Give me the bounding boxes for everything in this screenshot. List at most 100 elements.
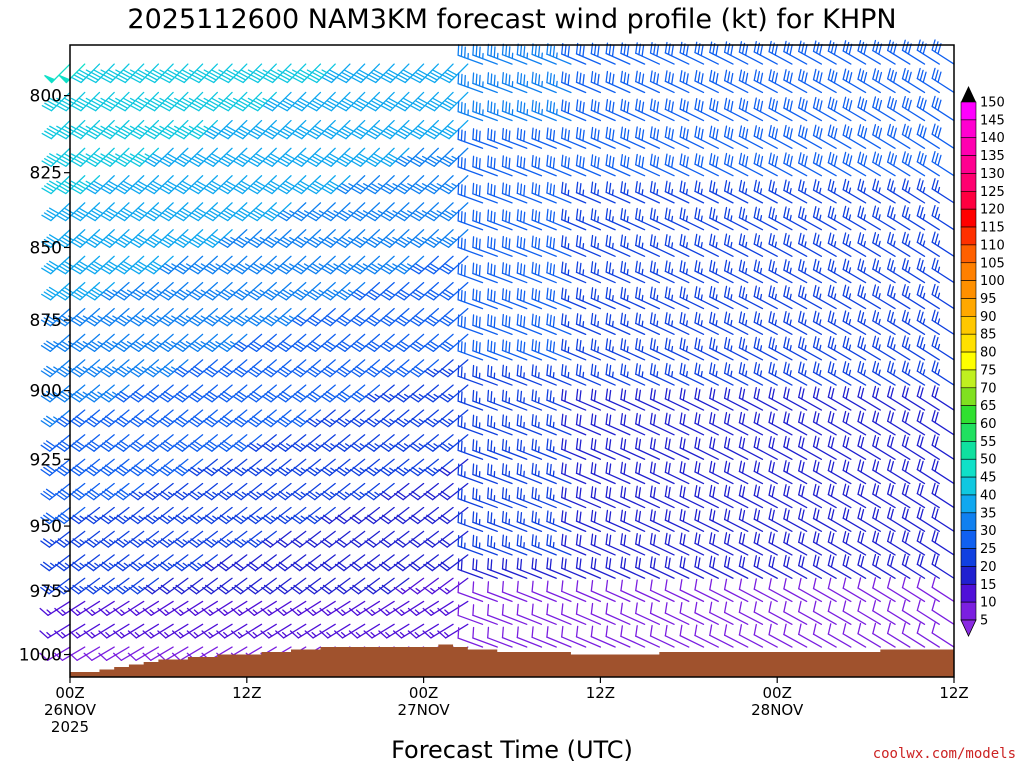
- barb-full-feather: [531, 364, 534, 376]
- barb-shaft: [605, 613, 631, 625]
- barb-full-feather: [605, 338, 609, 350]
- barb-shaft: [387, 577, 410, 595]
- barb-shaft: [91, 646, 115, 661]
- barb-full-feather: [291, 319, 302, 327]
- wind-barb: [336, 91, 366, 112]
- barb-full-feather: [321, 214, 332, 222]
- wind-barb: [189, 63, 218, 84]
- barb-full-feather: [546, 626, 549, 638]
- barb-half-feather: [178, 631, 185, 637]
- barb-shaft: [360, 119, 381, 140]
- barb-full-feather: [306, 293, 317, 301]
- barb-shaft: [487, 375, 513, 386]
- barb-full-feather: [172, 607, 182, 616]
- barb-full-feather: [457, 414, 460, 427]
- barb-full-feather: [575, 438, 579, 450]
- barb-shaft: [501, 138, 528, 149]
- barb-full-feather: [208, 236, 219, 244]
- barb-full-feather: [93, 234, 104, 241]
- wind-barb: [408, 458, 439, 477]
- barb-full-feather: [424, 241, 435, 248]
- barb-full-feather: [323, 317, 334, 325]
- wind-barb: [575, 338, 602, 361]
- barb-full-feather: [623, 314, 627, 326]
- barb-full-feather: [358, 97, 370, 105]
- wind-barb: [546, 154, 572, 177]
- barb-shaft: [78, 384, 101, 403]
- barb-full-feather: [55, 516, 65, 525]
- barb-half-feather: [444, 587, 451, 593]
- barb-full-feather: [246, 468, 257, 477]
- barb-full-feather: [314, 153, 325, 160]
- barb-full-feather: [336, 132, 347, 140]
- wind-barb: [115, 175, 145, 195]
- barb-full-feather: [478, 342, 481, 354]
- barb-full-feather: [163, 365, 175, 373]
- wind-barb: [438, 359, 469, 378]
- barb-shaft: [345, 63, 366, 84]
- wind-barb: [531, 462, 557, 485]
- barb-full-feather: [323, 185, 335, 192]
- barb-full-feather: [487, 581, 490, 593]
- barb-full-feather: [519, 156, 523, 169]
- barb-half-feather: [274, 289, 281, 294]
- wind-barb: [457, 339, 484, 361]
- barb-shaft: [198, 91, 218, 112]
- barb-full-feather: [187, 468, 198, 477]
- wind-barb: [114, 281, 145, 301]
- wind-barb: [173, 175, 204, 195]
- wind-barb: [410, 63, 439, 84]
- wind-barb: [275, 600, 307, 616]
- barb-full-feather: [393, 563, 404, 572]
- barb-full-feather: [367, 291, 378, 299]
- barb-shaft: [546, 399, 572, 411]
- barb-full-feather: [620, 234, 623, 247]
- wind-barb: [172, 623, 204, 639]
- wind-barb: [173, 255, 204, 275]
- barb-half-feather: [203, 97, 210, 102]
- barb-full-feather: [549, 415, 552, 427]
- barb-full-feather: [178, 390, 189, 398]
- barb-full-feather: [546, 154, 549, 167]
- barb-full-feather: [296, 262, 308, 270]
- barb-full-feather: [128, 468, 139, 477]
- barb-full-feather: [196, 153, 207, 160]
- barb-shaft: [447, 359, 469, 378]
- barb-full-feather: [440, 490, 451, 499]
- barb-full-feather: [353, 158, 364, 165]
- barb-full-feather: [438, 444, 449, 452]
- barb-full-feather: [649, 180, 653, 193]
- barb-shaft: [62, 600, 86, 616]
- barb-full-feather: [100, 105, 112, 112]
- barb-shaft: [531, 82, 557, 94]
- wind-barb: [501, 313, 528, 335]
- barb-shaft: [80, 91, 101, 112]
- barb-full-feather: [290, 540, 301, 548]
- barb-full-feather: [178, 289, 190, 296]
- barb-shaft: [124, 147, 145, 167]
- barb-full-feather: [247, 370, 258, 378]
- wind-barb: [561, 127, 587, 149]
- wind-barb: [457, 155, 484, 177]
- barb-full-feather: [248, 76, 259, 84]
- barb-full-feather: [441, 442, 451, 450]
- barb-full-feather: [131, 368, 142, 376]
- barb-shaft: [108, 307, 130, 327]
- barb-shaft: [225, 434, 248, 452]
- barb-full-feather: [87, 291, 99, 299]
- barb-full-feather: [338, 212, 349, 219]
- barb-shaft: [138, 147, 160, 167]
- barb-full-feather: [176, 185, 187, 192]
- barb-half-feather: [193, 609, 199, 615]
- barb-full-feather: [412, 130, 423, 137]
- barb-full-feather: [385, 100, 396, 107]
- wind-barb: [531, 99, 557, 122]
- barb-full-feather: [131, 417, 142, 426]
- barb-full-feather: [235, 291, 246, 299]
- wind-barb: [261, 482, 292, 501]
- barb-shaft: [65, 119, 86, 140]
- barb-half-feather: [247, 69, 254, 74]
- barb-full-feather: [575, 625, 579, 638]
- barb-full-feather: [441, 417, 452, 426]
- barb-shaft: [402, 434, 425, 452]
